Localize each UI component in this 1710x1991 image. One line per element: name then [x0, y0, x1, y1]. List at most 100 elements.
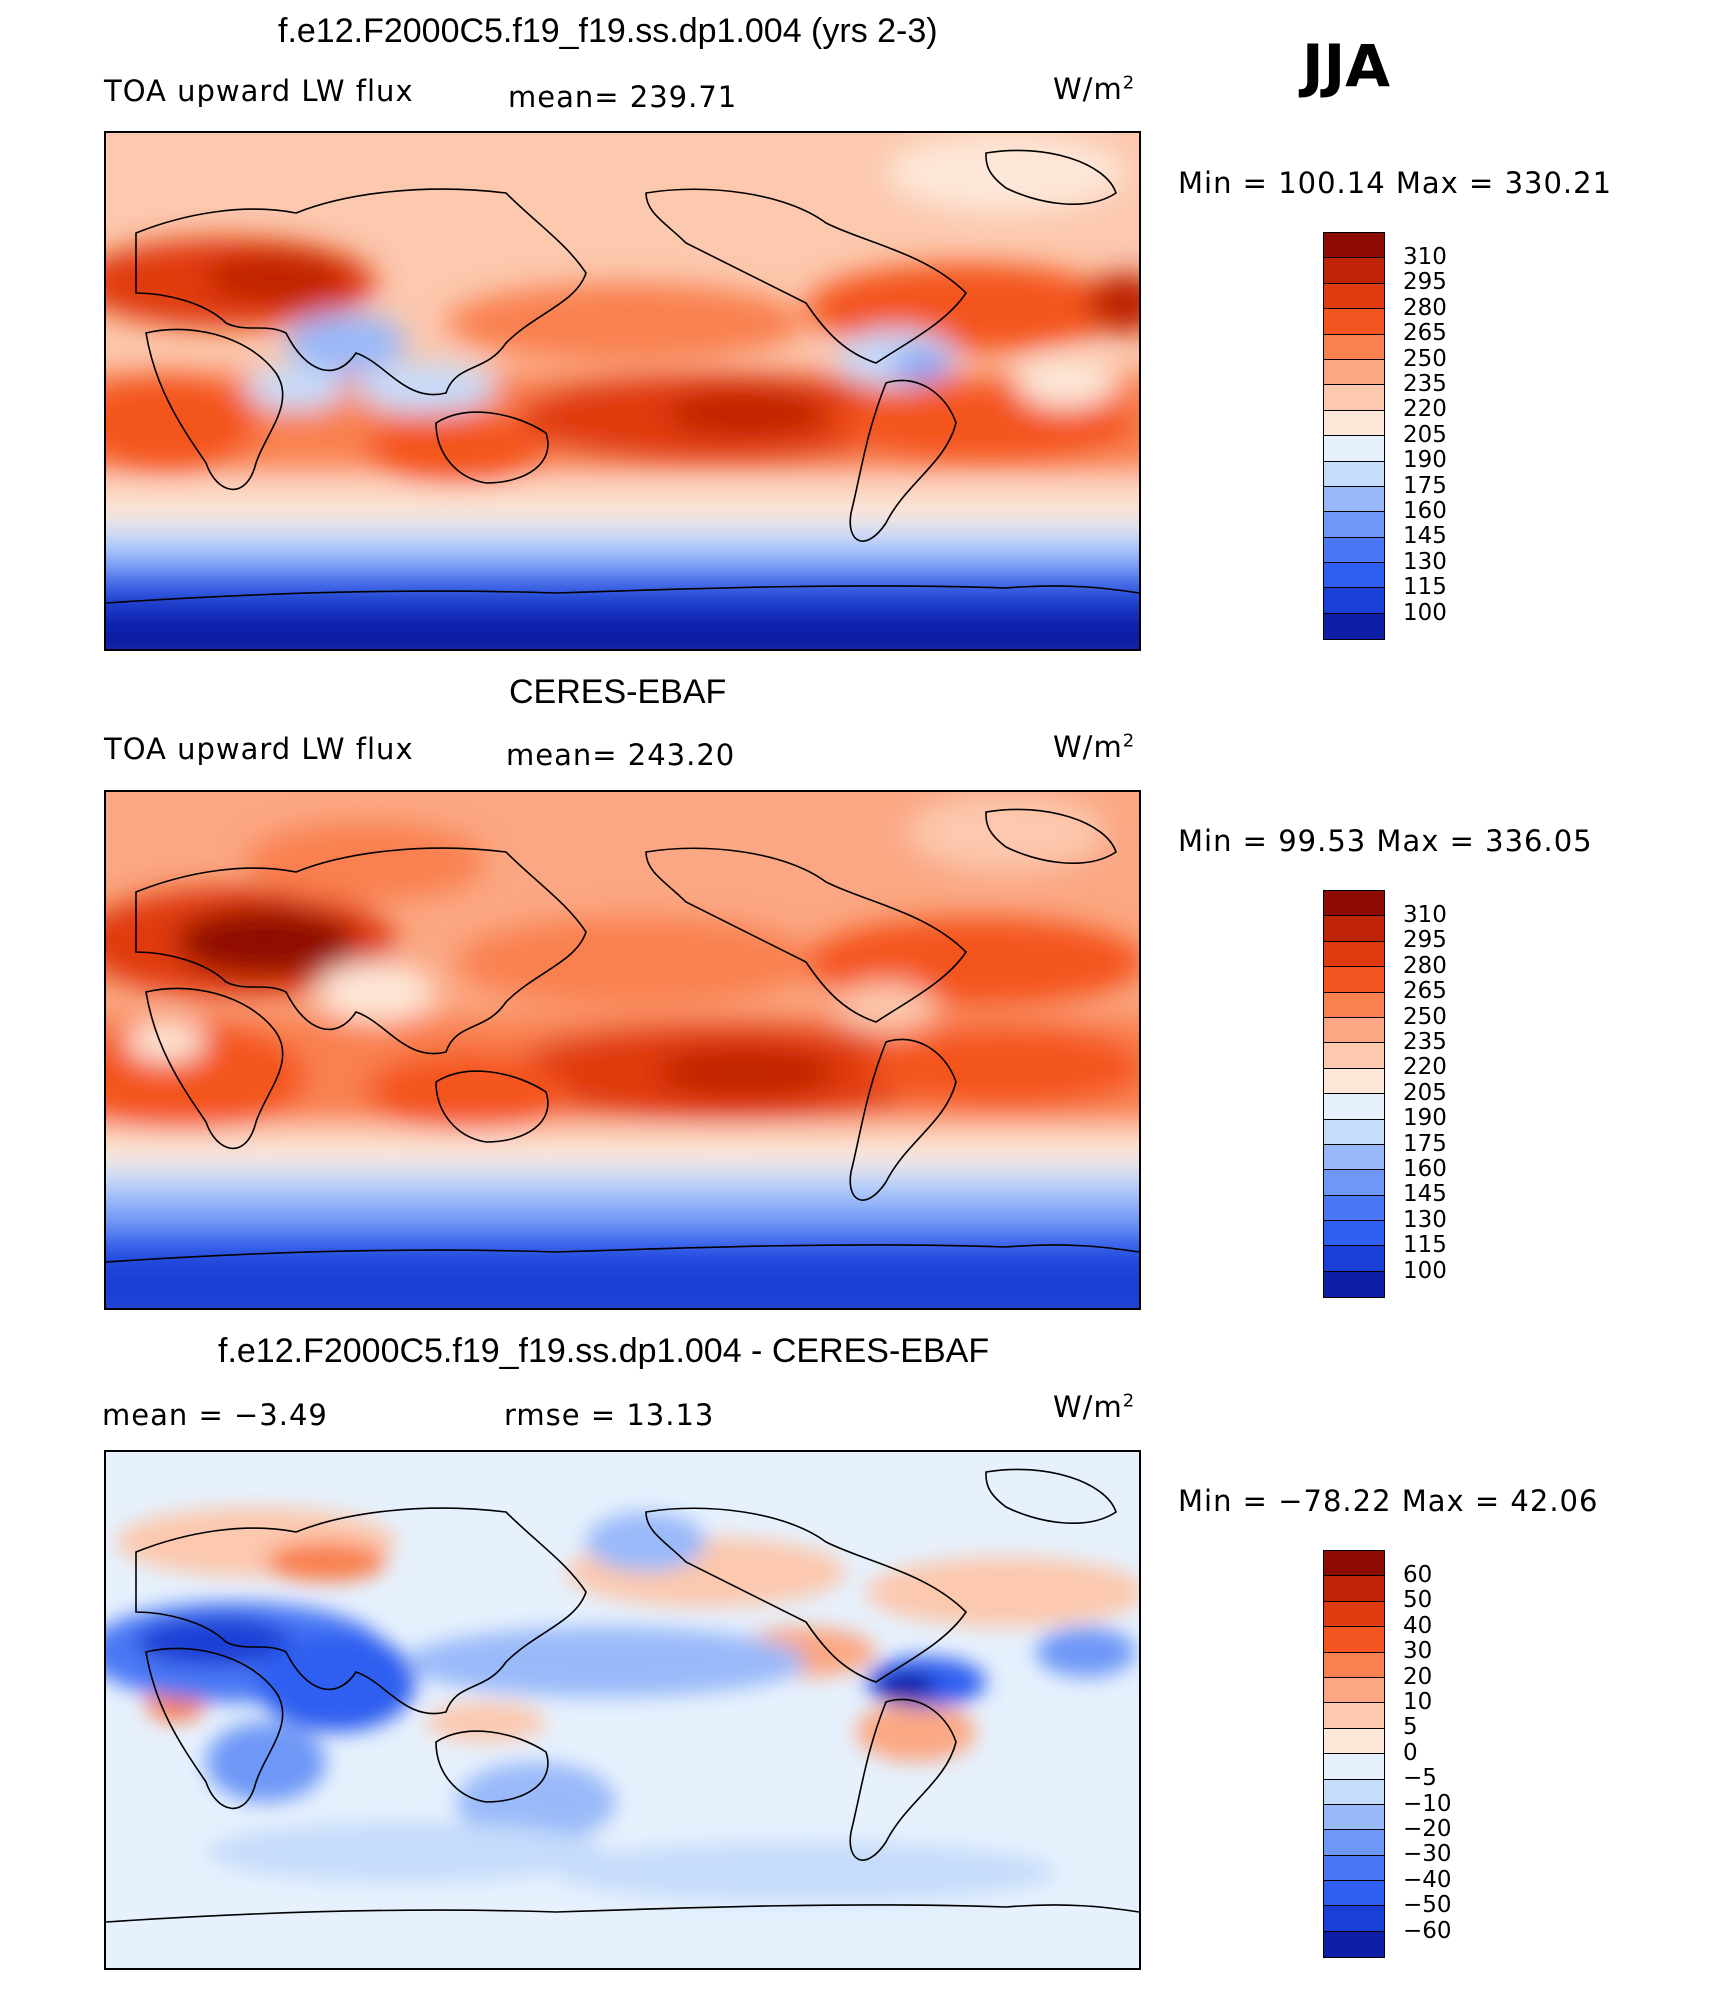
colorbar-tick: −50: [1403, 1892, 1452, 1919]
colorbar-tick: 160: [1403, 498, 1447, 525]
colorbar-swatch: [1324, 1144, 1384, 1171]
colorbar-swatch: [1324, 967, 1384, 993]
colorbar-swatch: [1324, 283, 1384, 310]
colorbar-swatch: [1324, 1576, 1384, 1602]
colorbar-swatch: [1324, 891, 1384, 917]
colorbar-tick: 30: [1403, 1638, 1433, 1665]
colorbar-tick: −60: [1403, 1917, 1452, 1944]
colorbar-tick: 40: [1403, 1612, 1433, 1639]
colorbar-tick: 50: [1403, 1587, 1433, 1614]
colorbar-tick: 235: [1403, 1029, 1447, 1056]
panel2-mean-label: mean= 243.20: [506, 738, 736, 772]
panel1-title: f.e12.F2000C5.f19_f19.ss.dp1.004 (yrs 2-…: [278, 12, 938, 50]
colorbar-tick: 265: [1403, 978, 1447, 1005]
colorbar-tick: 160: [1403, 1156, 1447, 1183]
colorbar-swatch: [1324, 1601, 1384, 1628]
panel1-variable-label: TOA upward LW flux: [104, 74, 414, 108]
colorbar-swatch: [1324, 537, 1384, 564]
colorbar-tick: 280: [1403, 294, 1447, 321]
colorbar-swatch: [1324, 1728, 1384, 1755]
colorbar-tick: 130: [1403, 1206, 1447, 1233]
panel3-colorbar-ticks: 60 50 40 30 20 10 5 0 −5 −10 −20 −30 −40…: [1403, 1562, 1452, 1944]
panel3-title: f.e12.F2000C5.f19_f19.ss.dp1.004 - CERES…: [218, 1332, 990, 1370]
panel3-mean-label: mean = −3.49: [102, 1398, 328, 1432]
colorbar-swatch: [1324, 233, 1384, 259]
panel3-field: [106, 1452, 1139, 1968]
colorbar-tick: 205: [1403, 421, 1447, 448]
colorbar-swatch: [1324, 1931, 1384, 1958]
colorbar-tick: 175: [1403, 1130, 1447, 1157]
panel2-map: [104, 790, 1141, 1310]
colorbar-tick: 310: [1403, 902, 1447, 928]
colorbar-tick: 5: [1403, 1714, 1418, 1741]
colorbar-swatch: [1324, 1271, 1384, 1298]
panel1-colorbar-ticks: 310 295 280 265 250 235 220 205 190 175 …: [1403, 244, 1447, 626]
colorbar-swatch: [1324, 461, 1384, 487]
colorbar-tick: 190: [1403, 447, 1447, 474]
colorbar-swatch: [1324, 1652, 1384, 1678]
colorbar-swatch: [1324, 1094, 1384, 1120]
colorbar-tick: 190: [1403, 1105, 1447, 1132]
colorbar-swatch: [1324, 1881, 1384, 1907]
colorbar-tick: 205: [1403, 1079, 1447, 1106]
season-label: JJA: [1302, 32, 1391, 100]
panel1-coastlines: [106, 149, 1139, 604]
colorbar-tick: 100: [1403, 599, 1447, 626]
colorbar-swatch: [1324, 1119, 1384, 1145]
colorbar-tick: 280: [1403, 952, 1447, 979]
colorbar-tick: 295: [1403, 927, 1447, 954]
panel3-unit-label: W/m2: [1053, 1390, 1136, 1424]
panel1-field: [106, 133, 1139, 649]
colorbar-swatch: [1324, 1221, 1384, 1247]
panel3-rmse-label: rmse = 13.13: [504, 1398, 715, 1432]
colorbar-tick: 220: [1403, 396, 1447, 423]
colorbar-swatch: [1324, 258, 1384, 284]
colorbar-tick: 250: [1403, 345, 1447, 372]
panel1-colorbar: [1323, 232, 1385, 641]
panel3-coastlines: [106, 1468, 1139, 1923]
colorbar-swatch: [1324, 1017, 1384, 1044]
colorbar-swatch: [1324, 563, 1384, 589]
panel1-minmax-label: Min = 100.14 Max = 330.21: [1178, 166, 1613, 200]
panel1-mean-label: mean= 239.71: [508, 80, 738, 114]
colorbar-tick: 115: [1403, 1232, 1447, 1259]
colorbar-tick: 220: [1403, 1054, 1447, 1081]
colorbar-swatch: [1324, 309, 1384, 335]
colorbar-swatch: [1324, 1754, 1384, 1780]
colorbar-swatch: [1324, 334, 1384, 360]
colorbar-tick: 115: [1403, 574, 1447, 601]
colorbar-tick: 10: [1403, 1689, 1433, 1716]
colorbar-swatch: [1324, 1627, 1384, 1653]
colorbar-swatch: [1324, 992, 1384, 1018]
colorbar-swatch: [1324, 512, 1384, 538]
panel2-unit-label: W/m2: [1053, 730, 1136, 764]
panel2-minmax-label: Min = 99.53 Max = 336.05: [1178, 824, 1593, 858]
colorbar-swatch: [1324, 486, 1384, 513]
colorbar-swatch: [1324, 916, 1384, 942]
colorbar-swatch: [1324, 1804, 1384, 1831]
panel2-colorbar-ticks: 310 295 280 265 250 235 220 205 190 175 …: [1403, 902, 1447, 1284]
colorbar-tick: 20: [1403, 1663, 1433, 1690]
colorbar-tick: 295: [1403, 269, 1447, 296]
colorbar-tick: 175: [1403, 472, 1447, 499]
colorbar-swatch: [1324, 613, 1384, 640]
panel2-field: [106, 792, 1139, 1308]
panel3-map: [104, 1450, 1141, 1970]
colorbar-swatch: [1324, 1195, 1384, 1222]
colorbar-swatch: [1324, 941, 1384, 968]
colorbar-tick: 145: [1403, 523, 1447, 550]
panel3-minmax-label: Min = −78.22 Max = 42.06: [1178, 1484, 1599, 1518]
panel2-coastlines: [106, 808, 1139, 1263]
colorbar-swatch: [1324, 1551, 1384, 1577]
panel2-title: CERES-EBAF: [509, 673, 727, 711]
colorbar-tick: 310: [1403, 244, 1447, 270]
colorbar-swatch: [1324, 359, 1384, 386]
panel1-unit-label: W/m2: [1053, 72, 1136, 106]
colorbar-swatch: [1324, 1703, 1384, 1729]
colorbar-swatch: [1324, 410, 1384, 437]
colorbar-swatch: [1324, 385, 1384, 411]
colorbar-swatch: [1324, 1068, 1384, 1095]
colorbar-swatch: [1324, 436, 1384, 462]
colorbar-tick: 235: [1403, 371, 1447, 398]
colorbar-tick: 0: [1403, 1739, 1418, 1766]
